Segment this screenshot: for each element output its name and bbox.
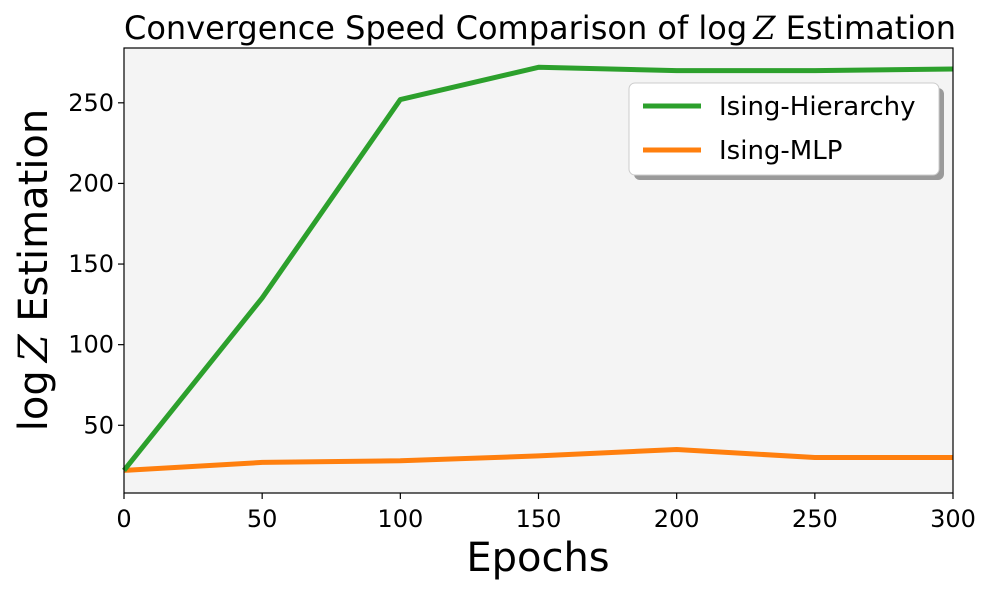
legend-box: [628, 82, 940, 176]
y-axis-label-prefix: log: [11, 370, 57, 431]
legend-label-ising-mlp: Ising-MLP: [719, 136, 842, 166]
y-axis-ticks: 50 100 150 200 250: [68, 89, 124, 439]
y-axis-label: log Z Estimation: [11, 109, 57, 432]
y-tick-label: 250: [68, 89, 114, 117]
x-tick-label: 250: [792, 505, 838, 533]
y-tick-label: 100: [68, 331, 114, 359]
chart-title: Convergence Speed Comparison of log Z Est…: [124, 9, 956, 47]
x-tick-label: 300: [930, 505, 976, 533]
y-tick-label: 200: [68, 169, 114, 197]
chart-title-variable: Z: [752, 9, 776, 47]
legend-label-ising-hierarchy: Ising-Hierarchy: [719, 92, 915, 122]
x-axis-label: Epochs: [466, 535, 609, 581]
x-tick-label: 0: [116, 505, 131, 533]
x-axis-ticks: 0 50 100 150 200 250 300: [116, 493, 976, 533]
y-axis-label-suffix: Estimation: [11, 109, 57, 335]
chart-title-suffix: Estimation: [775, 9, 956, 47]
y-axis-label-variable: Z: [11, 333, 57, 364]
y-tick-label: 50: [83, 411, 114, 439]
x-tick-label: 50: [247, 505, 278, 533]
x-tick-label: 150: [516, 505, 562, 533]
x-tick-label: 100: [377, 505, 423, 533]
y-tick-label: 150: [68, 250, 114, 278]
series-lines: [122, 64, 954, 473]
plot-frame: [123, 47, 954, 494]
legend: Ising-Hierarchy Ising-MLP: [628, 82, 944, 180]
series-line-ising-mlp: [123, 447, 953, 473]
x-tick-label: 200: [654, 505, 700, 533]
chart-title-prefix: Convergence Speed Comparison of log: [124, 9, 747, 47]
series-line-ising-hierarchy: [122, 64, 954, 472]
